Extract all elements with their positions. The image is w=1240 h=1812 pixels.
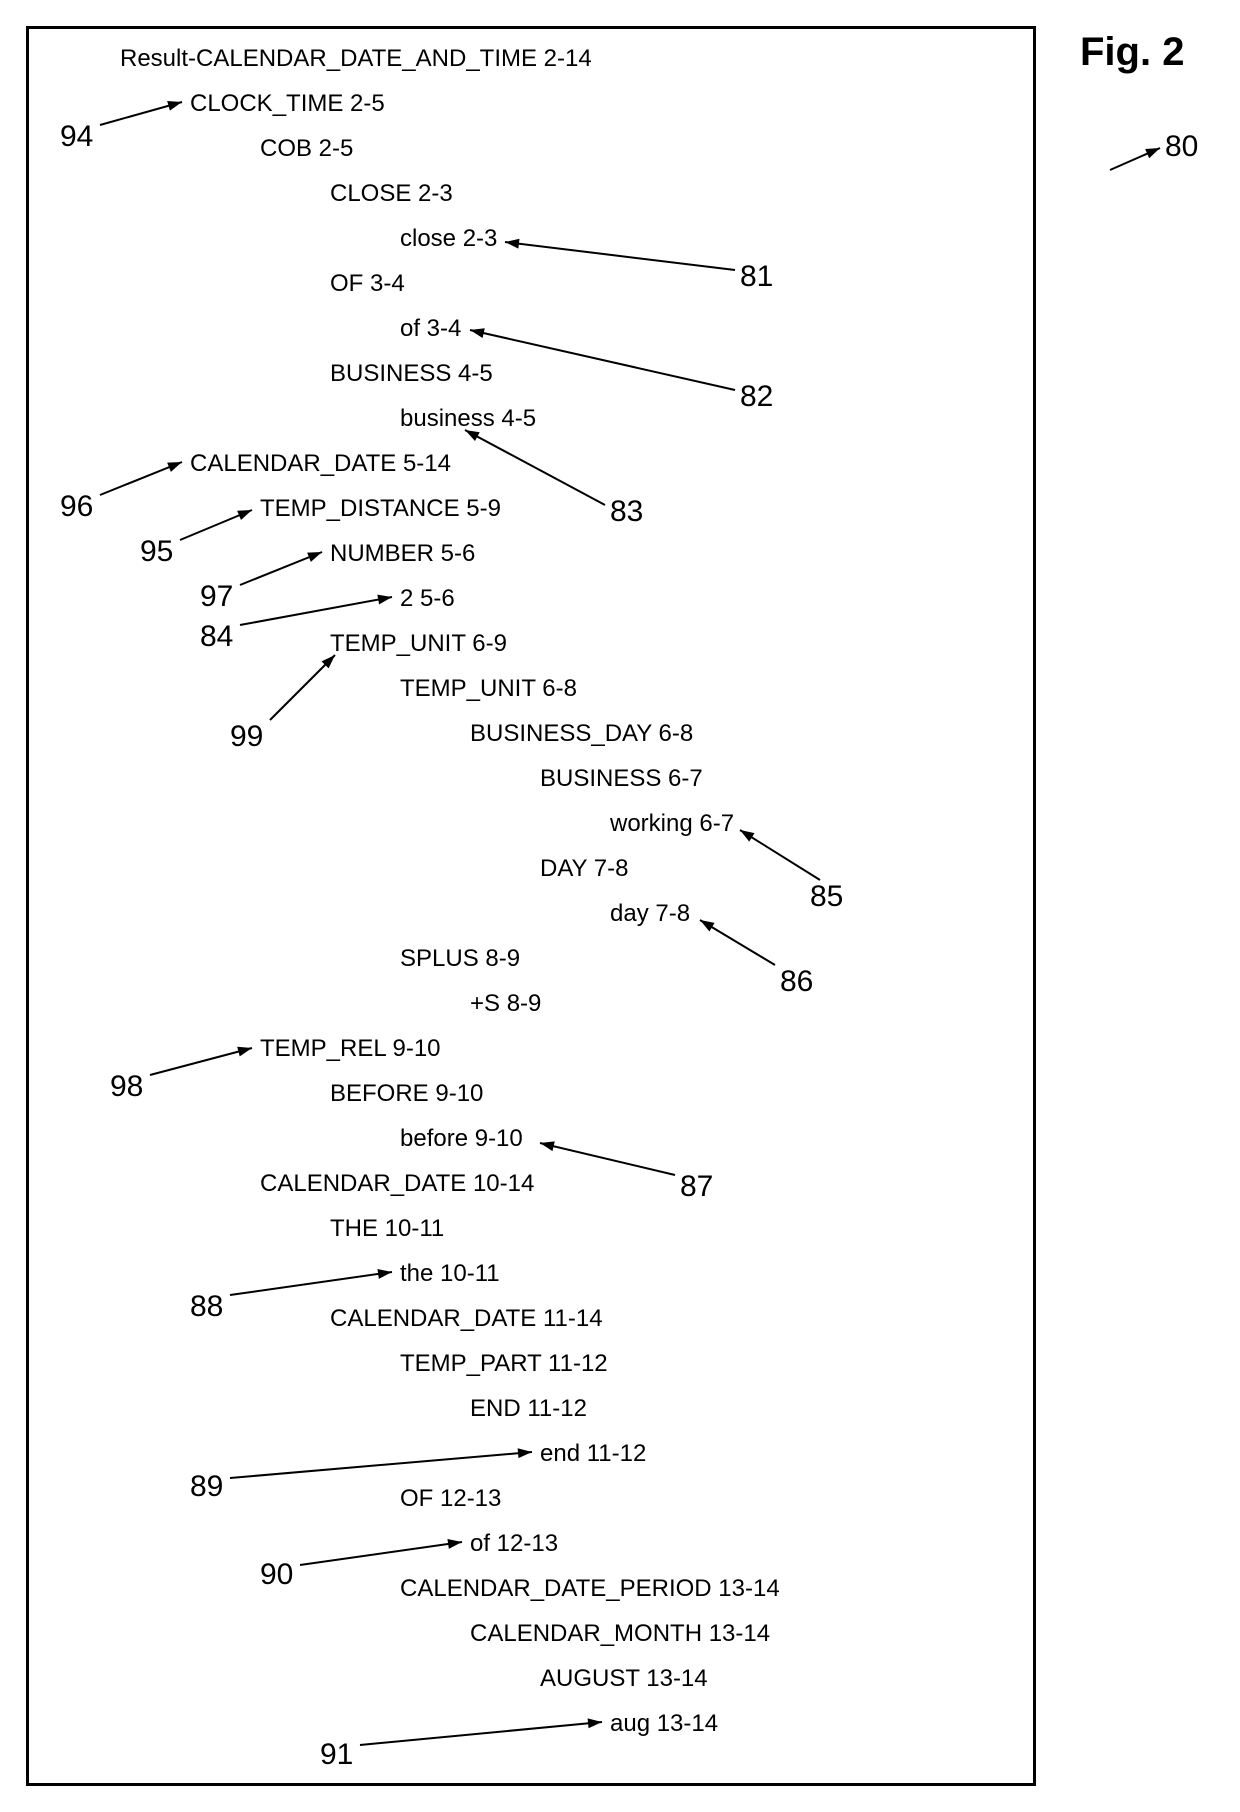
tree-node: Result-CALENDAR_DATE_AND_TIME 2-14 — [120, 45, 592, 73]
reference-number: 81 — [740, 260, 773, 294]
tree-node: BUSINESS 6-7 — [540, 765, 703, 793]
tree-node: TEMP_UNIT 6-8 — [400, 675, 577, 703]
tree-node: before 9-10 — [400, 1125, 523, 1153]
tree-node: end 11-12 — [540, 1440, 646, 1468]
tree-node: close 2-3 — [400, 225, 497, 253]
figure-label: Fig. 2 — [1080, 30, 1184, 75]
tree-node: of 12-13 — [470, 1530, 558, 1558]
tree-node: AUGUST 13-14 — [540, 1665, 708, 1693]
tree-node: THE 10-11 — [330, 1215, 444, 1243]
reference-number: 84 — [200, 620, 233, 654]
reference-number: 85 — [810, 880, 843, 914]
tree-node: aug 13-14 — [610, 1710, 718, 1738]
reference-number: 88 — [190, 1290, 223, 1324]
tree-node: working 6-7 — [610, 810, 734, 838]
tree-node: NUMBER 5-6 — [330, 540, 475, 568]
reference-number: 97 — [200, 580, 233, 614]
tree-node: CLOCK_TIME 2-5 — [190, 90, 385, 118]
tree-node: +S 8-9 — [470, 990, 541, 1018]
tree-node: CALENDAR_DATE_PERIOD 13-14 — [400, 1575, 780, 1603]
tree-node: COB 2-5 — [260, 135, 353, 163]
diagram-frame — [26, 26, 1036, 1786]
tree-node: CALENDAR_MONTH 13-14 — [470, 1620, 770, 1648]
tree-node: of 3-4 — [400, 315, 461, 343]
reference-number: 80 — [1165, 130, 1198, 164]
reference-number: 89 — [190, 1470, 223, 1504]
tree-node: CALENDAR_DATE 5-14 — [190, 450, 451, 478]
tree-node: TEMP_DISTANCE 5-9 — [260, 495, 501, 523]
tree-node: END 11-12 — [470, 1395, 587, 1423]
tree-node: 2 5-6 — [400, 585, 455, 613]
tree-node: BEFORE 9-10 — [330, 1080, 483, 1108]
reference-number: 98 — [110, 1070, 143, 1104]
reference-number: 95 — [140, 535, 173, 569]
tree-node: CALENDAR_DATE 10-14 — [260, 1170, 534, 1198]
tree-node: SPLUS 8-9 — [400, 945, 520, 973]
reference-number: 82 — [740, 380, 773, 414]
reference-number: 90 — [260, 1558, 293, 1592]
tree-node: BUSINESS_DAY 6-8 — [470, 720, 693, 748]
reference-number: 91 — [320, 1738, 353, 1772]
reference-number: 83 — [610, 495, 643, 529]
page: Fig. 2 Result-CALENDAR_DATE_AND_TIME 2-1… — [0, 0, 1240, 1812]
tree-node: business 4-5 — [400, 405, 536, 433]
tree-node: the 10-11 — [400, 1260, 500, 1288]
reference-number: 96 — [60, 490, 93, 524]
tree-node: OF 12-13 — [400, 1485, 501, 1513]
tree-node: BUSINESS 4-5 — [330, 360, 493, 388]
tree-node: TEMP_UNIT 6-9 — [330, 630, 507, 658]
tree-node: CLOSE 2-3 — [330, 180, 453, 208]
tree-node: DAY 7-8 — [540, 855, 629, 883]
tree-node: TEMP_PART 11-12 — [400, 1350, 608, 1378]
tree-node: day 7-8 — [610, 900, 690, 928]
reference-number: 99 — [230, 720, 263, 754]
tree-node: CALENDAR_DATE 11-14 — [330, 1305, 603, 1333]
reference-number: 87 — [680, 1170, 713, 1204]
reference-number: 86 — [780, 965, 813, 999]
tree-node: OF 3-4 — [330, 270, 405, 298]
tree-node: TEMP_REL 9-10 — [260, 1035, 441, 1063]
reference-number: 94 — [60, 120, 93, 154]
